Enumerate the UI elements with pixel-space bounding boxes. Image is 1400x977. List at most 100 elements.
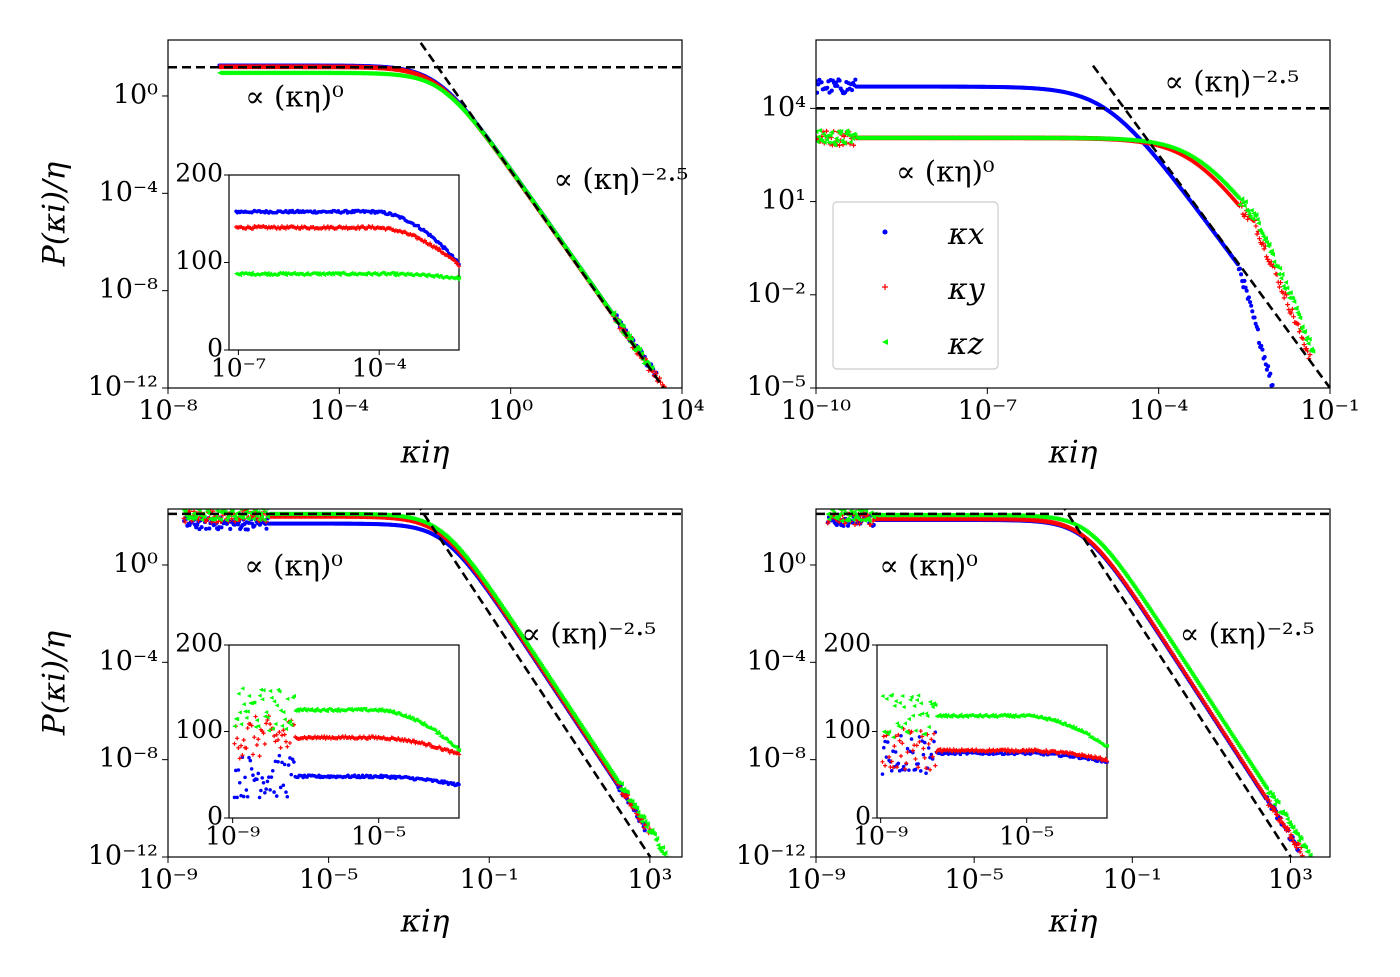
- x-tick-label: 10⁻¹⁰: [781, 396, 851, 427]
- data-point: [653, 370, 659, 376]
- data-point: [204, 526, 209, 531]
- inset-point: [277, 753, 282, 758]
- data-point: [611, 310, 617, 316]
- inset-point: [281, 783, 286, 788]
- inset-frame: [228, 174, 460, 351]
- data-point: [829, 88, 834, 93]
- data-point: [191, 511, 196, 516]
- data-point: [1286, 438, 1290, 442]
- data-point: [639, 819, 644, 824]
- inset-point: [422, 238, 427, 243]
- inset-point: [253, 714, 258, 719]
- data-point: [837, 143, 842, 148]
- inset-point: [428, 241, 433, 246]
- data-point: [1239, 272, 1244, 277]
- data-point: [207, 526, 212, 531]
- data-point: [1269, 248, 1274, 254]
- y-tick-label: 10⁻¹²: [88, 841, 158, 872]
- inset-point: [292, 760, 296, 764]
- data-point: [181, 515, 187, 521]
- inset-point: [270, 726, 275, 731]
- inset-point: [413, 233, 418, 238]
- inset-point: [270, 769, 275, 773]
- inset-point: [232, 724, 237, 729]
- data-point: [667, 390, 672, 395]
- data-point: [835, 83, 840, 89]
- data-point: [1278, 280, 1284, 285]
- inset-point: [232, 741, 237, 746]
- data-point: [1259, 231, 1265, 237]
- data-point: [1285, 302, 1291, 308]
- legend-label: κz: [947, 327, 984, 362]
- inset-point: [273, 721, 278, 727]
- data-point: [1243, 285, 1248, 290]
- data-point: [629, 336, 634, 342]
- data-point: [620, 323, 626, 329]
- data-point: [1242, 212, 1248, 218]
- data-point: [1288, 310, 1294, 316]
- data-point: [199, 517, 205, 522]
- inset-point: [234, 768, 238, 773]
- data-point: [673, 871, 678, 876]
- data-point: [625, 790, 630, 795]
- data-point: [1307, 352, 1313, 358]
- data-point: [233, 516, 239, 522]
- inset-point: [281, 710, 286, 715]
- axes-frame: [815, 39, 1331, 389]
- data-point: [624, 330, 630, 336]
- data-point: [850, 136, 856, 142]
- inset-point: [250, 752, 256, 757]
- data-point: [219, 525, 224, 530]
- inset-y-tick-label: 200: [175, 159, 223, 188]
- data-point: [1278, 275, 1284, 281]
- data-point: [639, 350, 645, 356]
- data-point: [841, 134, 847, 139]
- data-point: [232, 513, 238, 519]
- inset-point: [275, 737, 281, 742]
- y-tick-label: 10⁻²: [747, 278, 806, 309]
- data-point: [841, 140, 847, 146]
- data-point: [1264, 254, 1269, 260]
- data-point: [1297, 315, 1303, 321]
- inset-point: [236, 768, 241, 772]
- data-point: [659, 849, 664, 855]
- inset-point: [240, 753, 245, 758]
- inset-point: [278, 785, 283, 790]
- data-point: [219, 510, 225, 515]
- inset-point: [259, 788, 263, 793]
- inset-series-ky: [233, 224, 462, 269]
- data-point: [826, 140, 832, 146]
- x-tick-label: 10⁰: [488, 396, 533, 427]
- plot-area: [816, 64, 1330, 442]
- data-point: [665, 858, 670, 863]
- data-point: [641, 815, 647, 820]
- data-point: [1273, 395, 1277, 399]
- inset-point: [434, 245, 439, 250]
- data-point: [259, 514, 265, 520]
- inset-point: [456, 752, 462, 757]
- data-point: [1290, 296, 1296, 302]
- inset-point: [392, 273, 397, 278]
- data-point: [1247, 214, 1253, 220]
- data-point: [619, 781, 624, 787]
- data-point: [1284, 285, 1290, 291]
- data-point: [1277, 284, 1282, 290]
- data-point: [1281, 419, 1285, 423]
- data-point: [1248, 207, 1254, 213]
- inset-point: [252, 700, 257, 705]
- inset-point: [235, 717, 240, 722]
- data-point: [845, 523, 851, 528]
- data-point: [634, 805, 640, 811]
- y-tick-label: 10⁻⁴: [99, 646, 158, 677]
- inset-point: [265, 715, 270, 720]
- inset-point: [261, 688, 266, 693]
- data-point: [251, 516, 256, 522]
- inset-point: [289, 772, 294, 777]
- data-point: [1282, 421, 1286, 425]
- inset-point: [271, 699, 277, 704]
- x-tick-label: 10³: [627, 865, 672, 896]
